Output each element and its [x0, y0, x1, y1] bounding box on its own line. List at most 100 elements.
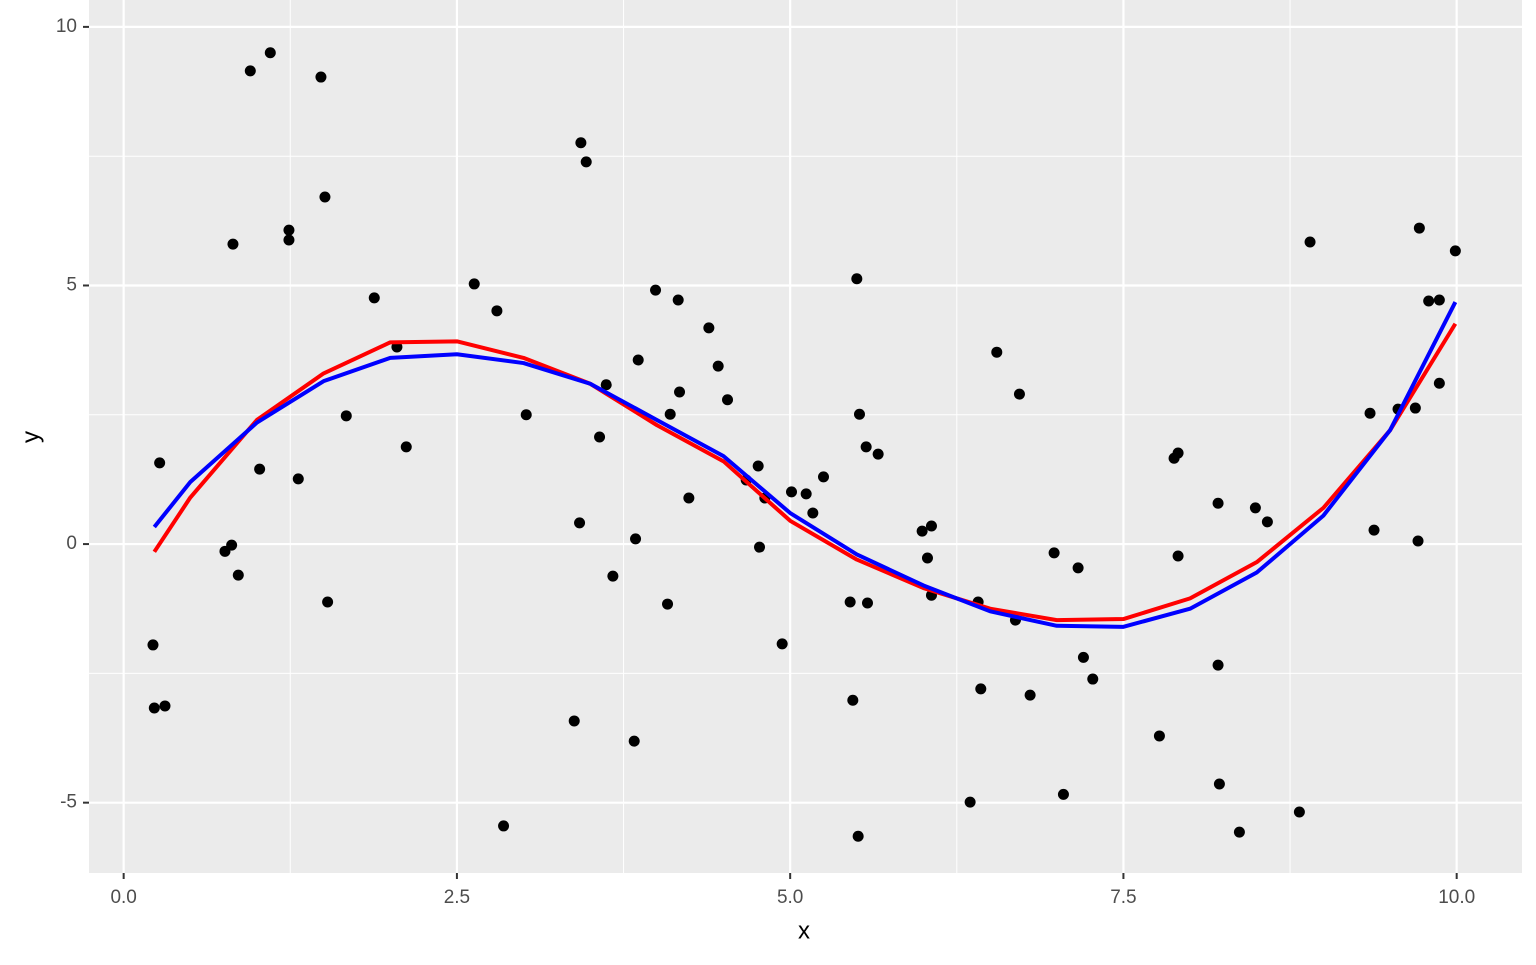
point [1212, 659, 1224, 671]
point [1087, 673, 1099, 685]
point [283, 224, 295, 236]
point [861, 597, 873, 609]
point [1423, 295, 1435, 307]
point [991, 346, 1003, 358]
point [1433, 377, 1445, 389]
fit-curve [152, 301, 1458, 629]
grid [89, 0, 1522, 873]
point [630, 533, 642, 545]
point [254, 463, 266, 475]
panel-background [89, 0, 1522, 873]
point [1409, 402, 1421, 414]
point [847, 694, 859, 706]
point [148, 702, 160, 714]
point [752, 460, 764, 472]
x-tick-label: 2.5 [444, 887, 470, 908]
point [491, 305, 503, 317]
point [628, 735, 640, 747]
axes: 0.0 2.5 5.0 7.5 10.0 -5 0 5 10 [56, 16, 1475, 908]
point [1048, 547, 1060, 559]
x-axis-title: x [798, 917, 810, 944]
y-tick-label: 5 [66, 274, 77, 295]
point [498, 820, 510, 832]
point [227, 238, 239, 250]
point [925, 520, 937, 532]
point [322, 596, 334, 608]
y-axis-title: y [17, 431, 44, 443]
point [964, 796, 976, 808]
point [264, 47, 276, 59]
point [844, 596, 856, 608]
point [1433, 294, 1445, 306]
point [368, 292, 380, 304]
point [1013, 388, 1025, 400]
fit-curve [152, 322, 1458, 623]
point [872, 448, 884, 460]
point [226, 539, 238, 551]
point [722, 394, 734, 406]
point [1413, 222, 1425, 234]
point [662, 598, 674, 610]
point [1368, 524, 1380, 536]
marks [147, 47, 1461, 842]
point [1249, 502, 1261, 514]
point [860, 441, 872, 453]
point [594, 431, 606, 443]
point [283, 234, 295, 246]
x-tick-label: 0.0 [110, 887, 136, 908]
point [851, 273, 863, 285]
point [340, 410, 352, 422]
point [292, 473, 304, 485]
point [916, 525, 928, 537]
point [1364, 407, 1376, 419]
point [1153, 730, 1165, 742]
point [159, 700, 171, 712]
point [244, 65, 256, 77]
point [786, 486, 798, 498]
point [1304, 236, 1316, 248]
y-tick-label: -5 [60, 792, 77, 813]
point [1212, 497, 1224, 509]
y-tick-label: 0 [66, 533, 77, 554]
point [1077, 651, 1089, 663]
point [1172, 550, 1184, 562]
point [520, 409, 532, 421]
point [1261, 516, 1273, 528]
point [650, 284, 662, 296]
point [703, 322, 715, 334]
point [853, 408, 865, 420]
point [664, 408, 676, 420]
x-tick-label: 10.0 [1438, 887, 1475, 908]
point [807, 507, 819, 519]
point [147, 639, 159, 651]
point [568, 715, 580, 727]
point [232, 569, 244, 581]
point [1213, 778, 1225, 790]
point [1072, 562, 1084, 574]
point [921, 552, 933, 564]
point [683, 492, 695, 504]
point [1024, 689, 1036, 701]
point [575, 137, 587, 149]
point [1057, 788, 1069, 800]
point [600, 379, 612, 391]
y-tick-label: 10 [56, 16, 77, 37]
point [754, 541, 766, 553]
point [672, 294, 684, 306]
point [975, 683, 987, 695]
point [800, 488, 812, 500]
point [1412, 535, 1424, 547]
point [1449, 245, 1461, 257]
point [468, 278, 480, 290]
point [319, 191, 331, 203]
point [776, 638, 788, 650]
point [1233, 826, 1245, 838]
point [574, 517, 586, 529]
point [852, 830, 864, 842]
x-tick-label: 5.0 [777, 887, 803, 908]
point [712, 360, 724, 372]
point [315, 71, 327, 83]
point [1293, 806, 1305, 818]
point [580, 156, 592, 168]
